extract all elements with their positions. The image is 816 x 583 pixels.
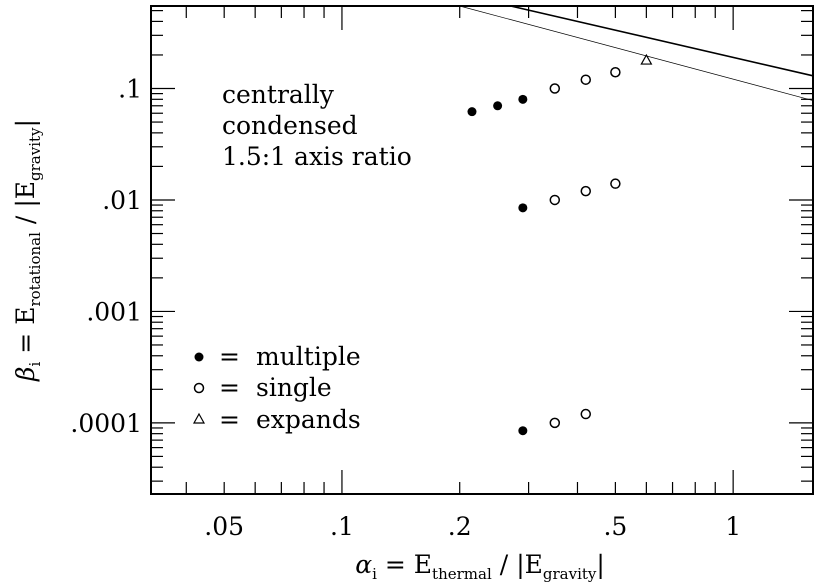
legend-marker-single <box>193 382 205 394</box>
annotation-line-3: 1.5:1 axis ratio <box>222 142 412 171</box>
y-tick-label: .1 <box>118 75 142 104</box>
point-single <box>549 194 561 206</box>
y-tick-label: .01 <box>102 186 142 215</box>
annotation-line-2: condensed <box>222 111 358 140</box>
point-multiple <box>518 94 528 104</box>
point-multiple <box>493 101 503 111</box>
plot-frame <box>150 5 814 495</box>
y-tick-label: .001 <box>86 297 142 326</box>
legend-marker-expands <box>192 412 206 424</box>
point-single <box>580 185 592 197</box>
x-tick-label: .1 <box>330 512 354 541</box>
legend-label-single: single <box>256 373 332 402</box>
x-tick-label: 1 <box>725 512 741 541</box>
legend-label-multiple: multiple <box>256 342 361 371</box>
point-single <box>549 83 561 94</box>
annotation: centrally condensed 1.5:1 axis ratio <box>222 80 412 171</box>
point-single <box>610 66 621 78</box>
legend: = multiple = single = expands <box>192 342 361 434</box>
legend-label-expands: expands <box>256 405 361 434</box>
x-axis-label: αi = Ethermal / |Egravity| <box>355 550 605 583</box>
legend-eq-1: = <box>219 342 240 371</box>
point-single <box>580 74 592 85</box>
point-multiple <box>518 203 528 213</box>
reference-line-2 <box>459 5 814 101</box>
reference-line-1 <box>510 5 814 77</box>
annotation-line-1: centrally <box>222 80 335 109</box>
x-tick-label: .2 <box>448 512 472 541</box>
y-tick-label: .0001 <box>70 409 142 438</box>
reference-lines <box>459 5 814 101</box>
legend-eq-2: = <box>219 373 240 402</box>
y-axis-label: βi= Erotational/|Egravity| <box>11 119 44 382</box>
legend-eq-3: = <box>219 405 240 434</box>
point-single <box>610 178 621 189</box>
data-points <box>467 53 653 436</box>
point-multiple <box>467 107 477 117</box>
axis-ticks <box>151 6 813 494</box>
point-expands <box>640 53 653 65</box>
x-tick-label: .05 <box>204 512 244 541</box>
x-tick-label: .5 <box>603 512 627 541</box>
point-multiple <box>518 426 528 436</box>
legend-marker-multiple <box>194 352 204 362</box>
point-single <box>580 408 592 420</box>
tick-labels: .05 .1 .2 .5 1 .1 .01 .001 .0001 <box>70 75 741 541</box>
point-single <box>549 417 561 429</box>
